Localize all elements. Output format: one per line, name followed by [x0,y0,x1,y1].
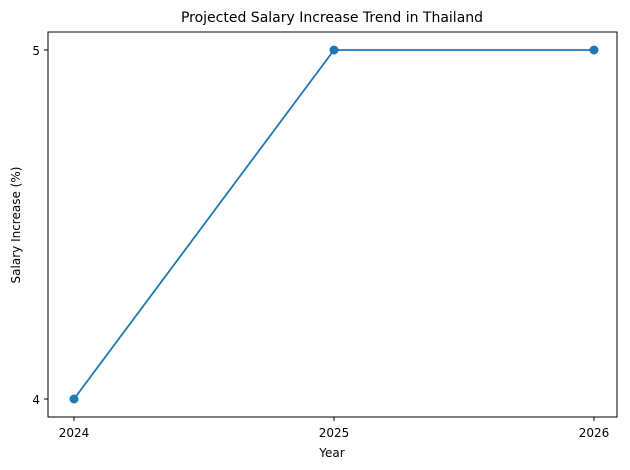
plot-area [47,31,618,418]
x-tick-label: 2025 [319,426,350,440]
x-axis-label: Year [318,446,344,460]
data-series [69,45,599,404]
y-tick-label: 5 [32,44,40,58]
x-tick-label: 2026 [579,426,610,440]
x-axis: 2024 2025 2026 Year [59,417,610,460]
series-line [73,49,594,400]
y-axis-label: Salary Increase (%) [9,167,23,284]
data-point [329,45,339,55]
x-tick-label: 2024 [59,426,90,440]
data-point [69,394,79,404]
data-point [589,45,599,55]
y-axis: 5 4 Salary Increase (%) [9,44,48,407]
chart-title: Projected Salary Increase Trend in Thail… [181,10,483,26]
y-tick-label: 4 [32,393,40,407]
